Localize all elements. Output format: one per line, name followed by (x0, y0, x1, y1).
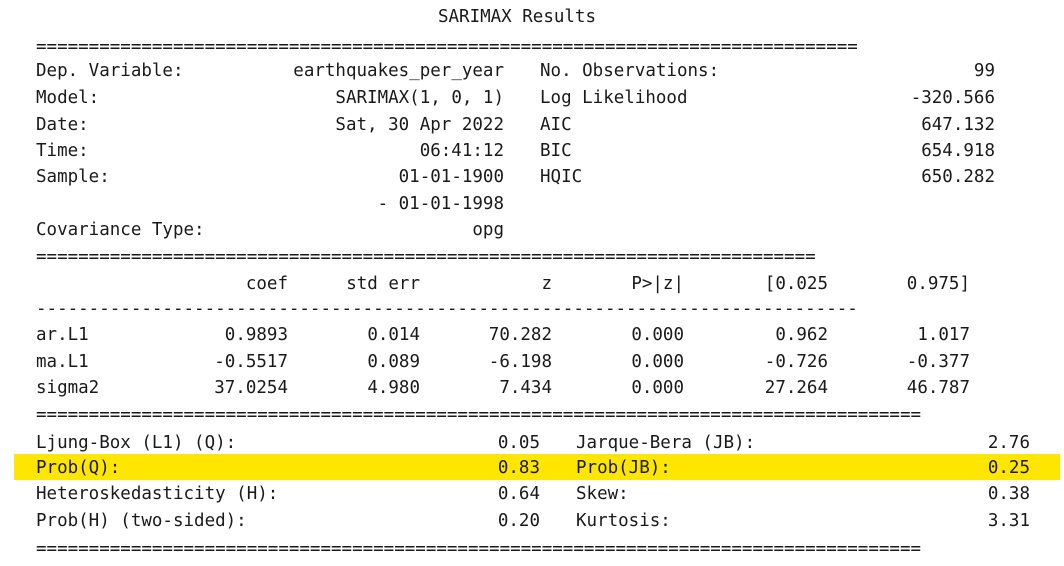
summary-right-value: 650.282 (921, 167, 995, 187)
coef-row-value: 37.0254 (214, 378, 288, 398)
diag-right-label: Prob(JB): (576, 458, 671, 478)
coef-row-value: 4.980 (367, 378, 420, 398)
coef-row-name: ar.L1 (36, 325, 89, 345)
coef-header-cell: coef (245, 274, 288, 294)
diag-right-value: 3.31 (987, 511, 1030, 531)
single-rule-coef: ----------------------------------------… (36, 299, 858, 319)
diag-left-label: Heteroskedasticity (H): (36, 484, 279, 504)
summary-right-label: No. Observations: (540, 61, 720, 81)
summary-left-label: Model: (36, 88, 100, 108)
diag-right-value: 0.25 (987, 458, 1030, 478)
summary-left-value: SARIMAX(1, 0, 1) (335, 88, 504, 108)
coef-row-name: sigma2 (36, 378, 100, 398)
summary-left-label: Covariance Type: (36, 220, 205, 240)
double-rule-coef-top: ========================================… (36, 247, 816, 267)
summary-right-label: Log Likelihood (540, 88, 688, 108)
coef-header-cell: [0.025 (764, 274, 828, 294)
coef-row-value: 46.787 (906, 378, 970, 398)
summary-left-label: Sample: (36, 167, 110, 187)
coef-row-value: 0.000 (631, 378, 684, 398)
diag-left-label: Prob(H) (two-sided): (36, 511, 247, 531)
double-rule-top: ========================================… (36, 37, 858, 57)
diag-left-label: Ljung-Box (L1) (Q): (36, 433, 237, 453)
coef-row-name: ma.L1 (36, 352, 89, 372)
double-rule-bottom: ========================================… (36, 539, 922, 559)
summary-left-label: Date: (36, 115, 89, 135)
coef-row-value: 27.264 (764, 378, 828, 398)
coef-row-value: 70.282 (488, 325, 552, 345)
summary-left-value: 06:41:12 (419, 141, 504, 161)
diag-right-value: 2.76 (987, 433, 1030, 453)
coef-row-value: 7.434 (499, 378, 552, 398)
summary-left-value: Sat, 30 Apr 2022 (335, 115, 504, 135)
coef-row-value: -0.5517 (214, 352, 288, 372)
summary-left-value: - 01-01-1998 (377, 194, 504, 214)
coef-row-value: 0.014 (367, 325, 420, 345)
coef-header-cell: 0.975] (906, 274, 970, 294)
diag-left-value: 0.20 (497, 511, 540, 531)
summary-right-value: 647.132 (921, 115, 995, 135)
double-rule-diag-top: ========================================… (36, 405, 922, 425)
coef-row-value: 1.017 (917, 325, 970, 345)
diag-left-value: 0.05 (497, 433, 540, 453)
summary-right-label: HQIC (540, 167, 583, 187)
coef-row-value: 0.089 (367, 352, 420, 372)
coef-row-value: -0.377 (906, 352, 970, 372)
diag-right-label: Skew: (576, 484, 629, 504)
coef-row-value: -0.726 (764, 352, 828, 372)
summary-left-value: earthquakes_per_year (293, 61, 504, 81)
diag-right-value: 0.38 (987, 484, 1030, 504)
summary-left-value: 01-01-1900 (398, 167, 504, 187)
summary-right-label: BIC (540, 141, 572, 161)
summary-right-label: AIC (540, 115, 572, 135)
summary-right-value: 654.918 (921, 141, 995, 161)
summary-left-value: opg (472, 220, 504, 240)
diag-left-value: 0.83 (497, 458, 540, 478)
coef-row-value: 0.000 (631, 325, 684, 345)
diag-right-label: Kurtosis: (576, 511, 671, 531)
diag-right-label: Jarque-Bera (JB): (576, 433, 756, 453)
summary-right-value: -320.566 (910, 88, 995, 108)
summary-left-label: Time: (36, 141, 89, 161)
coef-row-value: 0.962 (775, 325, 828, 345)
coef-row-value: 0.9893 (224, 325, 288, 345)
coef-header-cell: P>|z| (631, 274, 684, 294)
coef-header-cell: z (541, 274, 552, 294)
diag-left-value: 0.64 (497, 484, 540, 504)
summary-left-label: Dep. Variable: (36, 61, 184, 81)
coef-header-cell: std err (346, 274, 420, 294)
highlight-bar (14, 454, 1060, 480)
diag-left-label: Prob(Q): (36, 458, 121, 478)
coef-row-value: -6.198 (488, 352, 552, 372)
results-title: SARIMAX Results (437, 7, 597, 27)
coef-row-value: 0.000 (631, 352, 684, 372)
summary-right-value: 99 (973, 61, 995, 81)
